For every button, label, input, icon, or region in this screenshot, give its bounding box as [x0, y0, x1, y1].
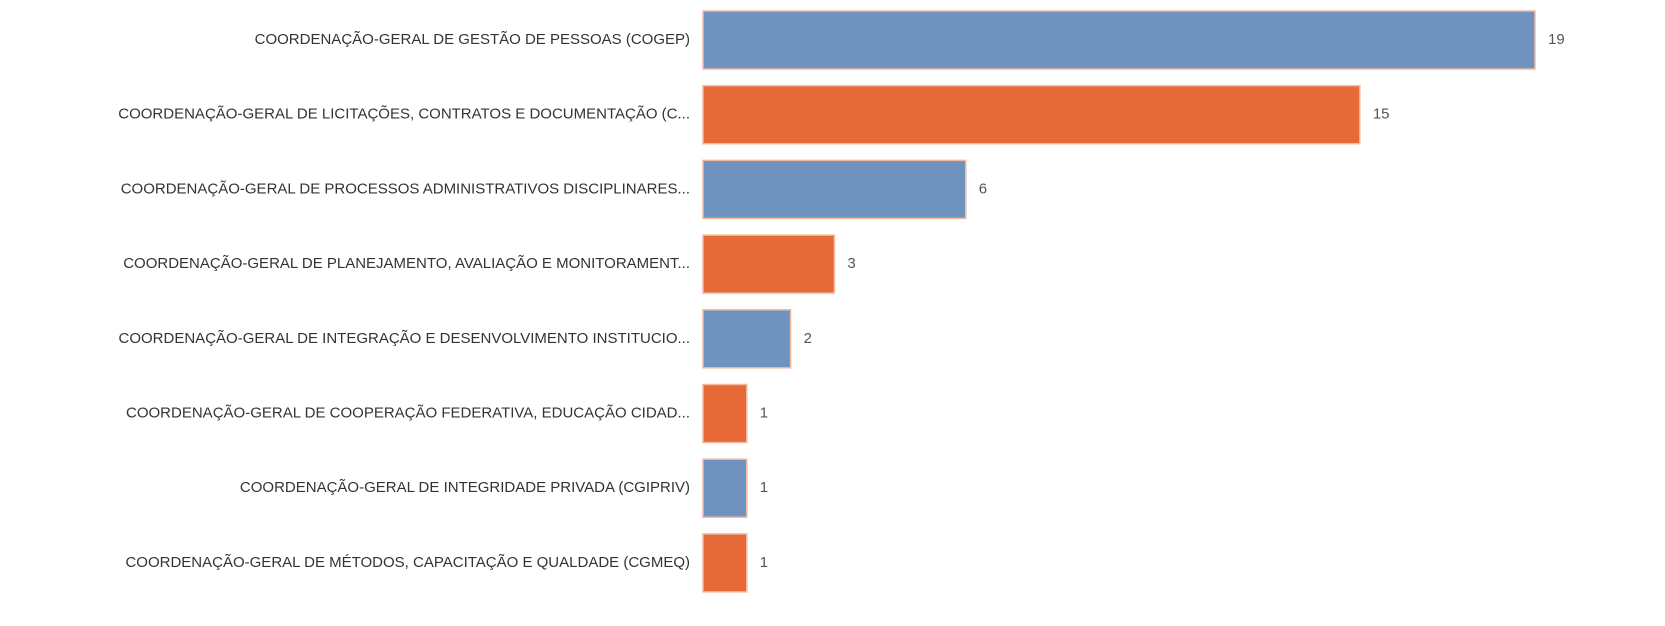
category-label: COORDENAÇÃO-GERAL DE INTEGRAÇÃO E DESENV… — [119, 330, 690, 347]
bar — [702, 234, 836, 294]
bar — [702, 533, 748, 593]
category-label: COORDENAÇÃO-GERAL DE PLANEJAMENTO, AVALI… — [123, 255, 690, 272]
category-label: COORDENAÇÃO-GERAL DE COOPERAÇÃO FEDERATI… — [126, 404, 690, 421]
category-label: COORDENAÇÃO-GERAL DE LICITAÇÕES, CONTRAT… — [118, 106, 690, 123]
category-label: COORDENAÇÃO-GERAL DE MÉTODOS, CAPACITAÇÃ… — [125, 554, 690, 571]
bar — [702, 458, 748, 518]
value-label: 1 — [760, 554, 768, 571]
value-label: 1 — [760, 479, 768, 496]
bar — [702, 10, 1536, 70]
bar — [702, 383, 748, 444]
bar — [702, 309, 792, 369]
value-label: 1 — [760, 404, 768, 421]
value-label: 15 — [1373, 106, 1390, 123]
bar — [702, 84, 1361, 145]
category-label: COORDENAÇÃO-GERAL DE INTEGRIDADE PRIVADA… — [240, 479, 690, 496]
value-label: 3 — [847, 255, 855, 272]
value-label: 2 — [804, 330, 812, 347]
category-label: COORDENAÇÃO-GERAL DE PROCESSOS ADMINISTR… — [121, 180, 690, 197]
bar — [702, 159, 967, 220]
category-label: COORDENAÇÃO-GERAL DE GESTÃO DE PESSOAS (… — [255, 31, 690, 48]
value-label: 6 — [979, 180, 987, 197]
value-label: 19 — [1548, 31, 1565, 48]
